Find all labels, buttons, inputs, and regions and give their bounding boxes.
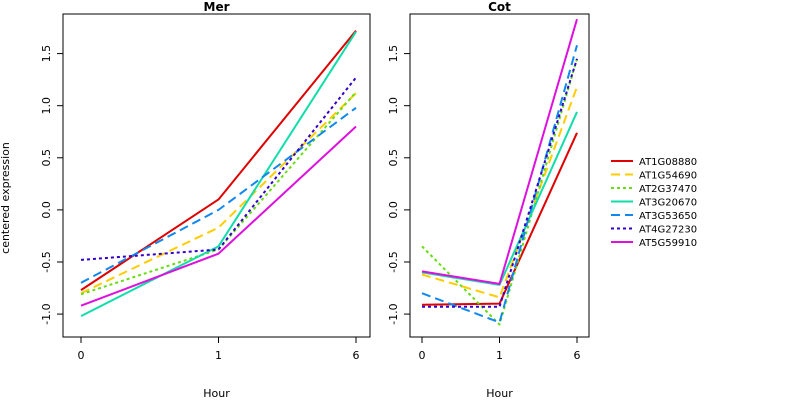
y-tick-label: 1.0	[40, 97, 53, 115]
y-tick-label: 1.5	[40, 45, 53, 63]
series-line-at5g59910	[80, 125, 357, 307]
series-line-at3g53650	[421, 44, 578, 324]
series-line-at5g59910	[421, 18, 578, 285]
y-tick-label: 0.0	[387, 201, 400, 219]
series-line-at3g20670	[421, 111, 578, 286]
series-line-at4g27230	[80, 76, 357, 261]
y-axis-label: centered expression	[0, 142, 12, 254]
y-tick-label: 0.0	[40, 201, 53, 219]
y-tick-label: -0.5	[387, 251, 400, 272]
panel-title: Mer	[204, 0, 230, 14]
series-line-at1g08880	[421, 132, 578, 306]
series-line-at2g37470	[421, 58, 578, 326]
x-tick-label: 6	[574, 349, 581, 362]
y-tick-label: 1.0	[387, 97, 400, 115]
x-tick-label: 0	[78, 349, 85, 362]
legend-label-at1g08880: AT1G08880	[639, 157, 697, 168]
legend-label-at5g59910: AT5G59910	[639, 238, 697, 249]
x-tick-label: 0	[419, 349, 426, 362]
legend-label-at3g20670: AT3G20670	[639, 198, 697, 209]
series-line-at3g20670	[80, 31, 357, 318]
plot-frame	[62, 13, 371, 338]
legend-label-at3g53650: AT3G53650	[639, 211, 697, 222]
x-tick-label: 1	[215, 349, 222, 362]
y-tick-label: -0.5	[40, 251, 53, 272]
x-tick-label: 6	[353, 349, 360, 362]
series-line-at3g53650	[80, 106, 357, 284]
y-tick-label: 1.5	[387, 45, 400, 63]
legend-label-at1g54690: AT1G54690	[639, 171, 697, 182]
series-line-at1g54690	[80, 92, 357, 295]
y-tick-label: 0.5	[40, 149, 53, 167]
panel-cot: Cot -1.0 -0.5 0.0 0.5 1.0 1.5 0 1 6 Hour	[387, 0, 590, 400]
series-line-at2g37470	[80, 91, 357, 296]
y-tick-label: 0.5	[387, 149, 400, 167]
plot-frame	[409, 13, 590, 338]
series-line-at1g08880	[80, 30, 357, 291]
legend: AT1G08880 AT1G54690 AT2G37470 AT3G20670 AT3G…	[611, 157, 697, 249]
series-line-at4g27230	[422, 58, 578, 308]
x-axis-label: Hour	[203, 387, 230, 400]
panel-title: Cot	[488, 0, 511, 14]
legend-label-at4g27230: AT4G27230	[639, 225, 697, 236]
x-axis-label: Hour	[486, 387, 513, 400]
x-tick-label: 1	[496, 349, 503, 362]
panel-mer: Mer -1.0 -0.5 0.0 0.5 1.0 1.5 0 1 6 Hour	[40, 0, 371, 400]
series-line-at1g54690	[421, 86, 578, 299]
y-tick-label: -1.0	[40, 303, 53, 324]
y-tick-label: -1.0	[387, 303, 400, 324]
legend-label-at2g37470: AT2G37470	[639, 184, 697, 195]
